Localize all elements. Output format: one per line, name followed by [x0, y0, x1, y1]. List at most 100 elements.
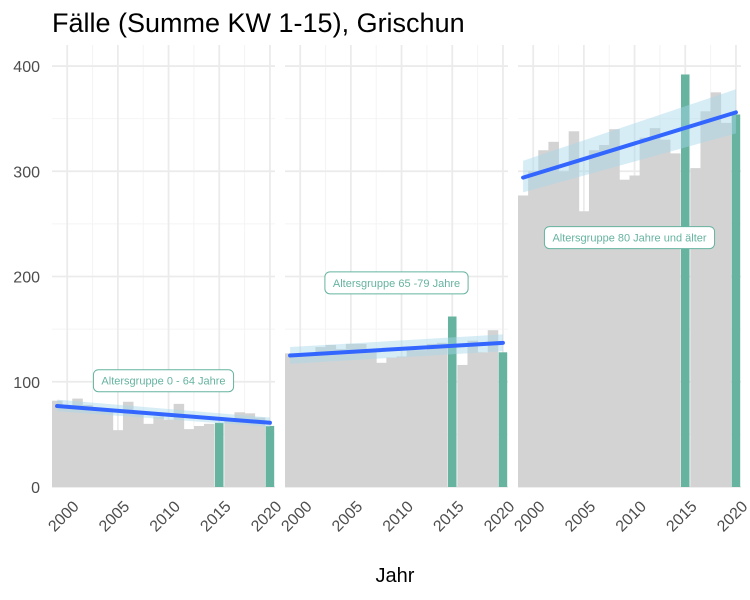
- bar: [355, 343, 367, 487]
- bar: [224, 420, 235, 487]
- bar: [325, 344, 337, 487]
- x-tick-label: 2020: [714, 498, 750, 535]
- bar: [234, 412, 245, 487]
- x-tick-label: 2020: [248, 498, 285, 535]
- facet-panel: Altersgruppe 80 Jahre und älter 2000 2005 2…: [511, 45, 750, 535]
- x-tick-label: 2000: [511, 498, 548, 535]
- bar: [720, 122, 732, 487]
- bar: [366, 350, 377, 487]
- highlight-bar: [498, 352, 508, 487]
- bar: [467, 340, 478, 487]
- bar: [133, 411, 144, 487]
- bar: [295, 354, 306, 487]
- facet-label: Altersgruppe 0 - 64 Jahre: [92, 369, 235, 393]
- y-tick-label: 100: [13, 375, 40, 392]
- bar: [649, 128, 661, 487]
- x-tick-label: 2010: [147, 498, 184, 535]
- bar: [477, 352, 489, 487]
- x-tick-label: 2000: [278, 498, 315, 535]
- bar: [204, 423, 215, 487]
- bar: [143, 423, 154, 487]
- bar: [710, 92, 722, 487]
- bar: [376, 362, 387, 487]
- bar: [122, 401, 134, 487]
- bar: [173, 403, 185, 487]
- trend-line: [55, 403, 272, 425]
- bar: [315, 347, 326, 487]
- facet-label-box: [543, 226, 716, 250]
- x-tick-label: 2010: [613, 498, 650, 535]
- facet-label-text: Altersgruppe 80 Jahre und älter: [552, 233, 706, 245]
- facet-label-text: Altersgruppe 0 - 64 Jahre: [101, 376, 225, 388]
- bar: [599, 144, 610, 487]
- bar: [406, 350, 418, 487]
- bar: [670, 153, 681, 487]
- trend-line: [288, 340, 505, 358]
- y-axis: 0 100 200 300 400: [13, 59, 40, 497]
- bar: [92, 408, 104, 487]
- trend-line: [521, 110, 738, 180]
- bar: [528, 171, 539, 488]
- x-tick-label: 2015: [663, 498, 700, 535]
- bar: [426, 343, 438, 487]
- x-tick-label: 2010: [380, 498, 417, 535]
- highlight-bar: [447, 316, 457, 487]
- bar: [335, 349, 347, 487]
- x-axis-label: Jahr: [376, 565, 415, 587]
- highlight-bar: [265, 425, 275, 487]
- bar: [639, 137, 651, 487]
- bar: [568, 131, 580, 488]
- bar: [153, 416, 164, 487]
- bar: [518, 195, 529, 487]
- facet-panel: Altersgruppe 0 - 64 Jahre 2000 2005 2010 201…: [45, 45, 285, 535]
- bar: [285, 353, 296, 487]
- bar: [578, 211, 590, 487]
- x-tick-label: 2015: [197, 498, 234, 535]
- bar: [386, 357, 397, 487]
- bar: [690, 168, 701, 487]
- bar: [82, 404, 93, 487]
- bar: [619, 179, 630, 487]
- bar: [112, 430, 124, 487]
- y-tick-label: 400: [13, 59, 40, 76]
- bar: [62, 405, 73, 487]
- bar: [305, 354, 316, 487]
- highlight-bar: [680, 74, 690, 487]
- bar: [52, 400, 63, 487]
- bar: [437, 342, 448, 487]
- bar: [558, 171, 570, 488]
- x-tick-label: 2015: [430, 498, 467, 535]
- bar: [700, 111, 711, 488]
- bar: [163, 419, 175, 487]
- facet-label: Altersgruppe 65 -79 Jahre: [324, 271, 469, 295]
- facet-label-box: [92, 369, 235, 393]
- bar: [629, 175, 641, 487]
- bar: [244, 413, 256, 487]
- highlight-bar: [731, 114, 741, 487]
- bar: [254, 417, 266, 487]
- x-tick-label: 2000: [45, 498, 82, 535]
- bar: [548, 141, 559, 488]
- x-tick-label: 2005: [562, 498, 599, 535]
- bar: [72, 398, 83, 487]
- bar: [102, 411, 114, 487]
- bar: [396, 356, 408, 487]
- bar: [538, 150, 549, 487]
- bar: [183, 429, 195, 487]
- highlight-bar: [214, 422, 224, 487]
- facet-panel: Altersgruppe 65 -79 Jahre 2000 2005 2010 201…: [278, 45, 518, 535]
- bar: [487, 330, 499, 487]
- x-tick-label: 2005: [96, 498, 133, 535]
- x-tick-label: 2005: [329, 498, 366, 535]
- y-tick-label: 300: [13, 164, 40, 181]
- facet-label-text: Altersgruppe 65 -79 Jahre: [333, 278, 460, 290]
- y-tick-label: 0: [31, 480, 40, 497]
- facet-label: Altersgruppe 80 Jahre und älter: [543, 226, 716, 250]
- bar: [193, 425, 205, 487]
- bar: [588, 150, 600, 487]
- y-tick-label: 200: [13, 270, 40, 287]
- chart-title: Fälle (Summe KW 1-15), Grischun: [52, 8, 465, 38]
- bar: [457, 364, 468, 487]
